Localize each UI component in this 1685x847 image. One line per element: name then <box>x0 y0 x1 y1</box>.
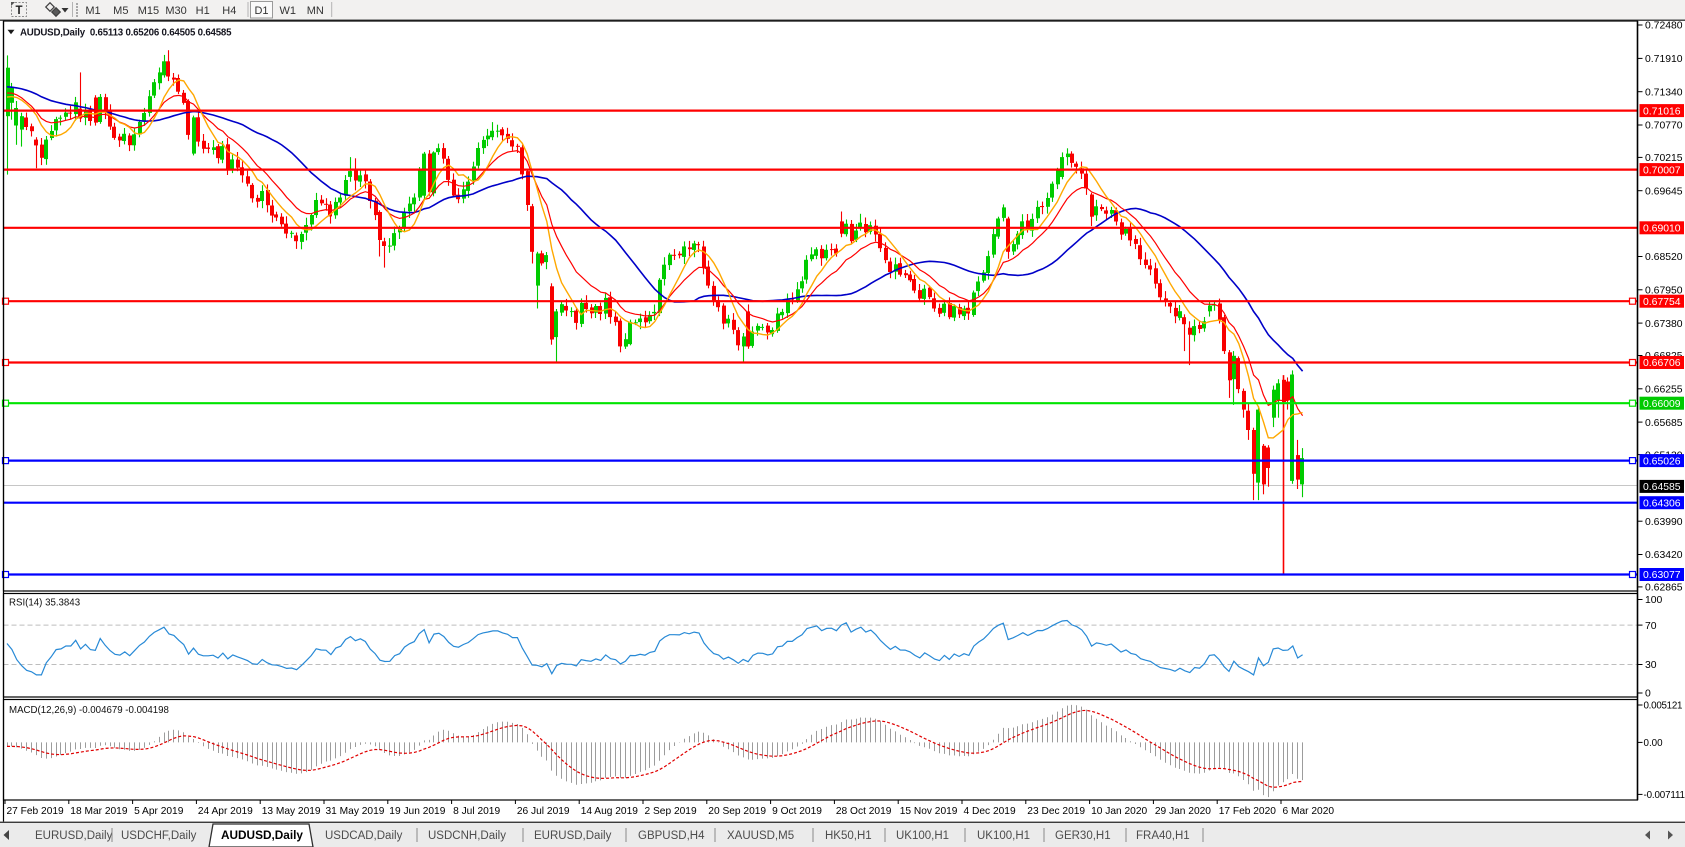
svg-text:5 Apr 2019: 5 Apr 2019 <box>134 806 184 817</box>
svg-text:EURUSD,Daily: EURUSD,Daily <box>534 830 612 842</box>
svg-text:0.65685: 0.65685 <box>1645 418 1683 429</box>
svg-text:0.66255: 0.66255 <box>1645 385 1683 396</box>
svg-text:9 Oct 2019: 9 Oct 2019 <box>772 806 822 817</box>
svg-text:26 Jul 2019: 26 Jul 2019 <box>517 806 570 817</box>
svg-text:0.63990: 0.63990 <box>1645 517 1683 528</box>
svg-text:0.70215: 0.70215 <box>1645 153 1683 164</box>
svg-text:FRA40,H1: FRA40,H1 <box>1136 830 1190 842</box>
svg-text:24 Apr 2019: 24 Apr 2019 <box>198 806 253 817</box>
svg-text:23 Dec 2019: 23 Dec 2019 <box>1027 806 1085 817</box>
svg-text:0.64585: 0.64585 <box>1643 482 1681 493</box>
svg-text:AUDUSD,Daily 0.65113 0.65206: AUDUSD,Daily 0.65113 0.65206 0.64505 0.6… <box>20 28 232 39</box>
svg-text:M15: M15 <box>138 5 159 17</box>
svg-text:MACD(12,26,9) -0.004679 -0.004: MACD(12,26,9) -0.004679 -0.004198 <box>9 705 169 716</box>
svg-text:27 Feb 2019: 27 Feb 2019 <box>7 806 65 817</box>
svg-text:XAUUSD,M5: XAUUSD,M5 <box>727 830 794 842</box>
svg-text:20 Sep 2019: 20 Sep 2019 <box>708 806 766 817</box>
svg-text:13 May 2019: 13 May 2019 <box>262 806 321 817</box>
svg-text:14 Aug 2019: 14 Aug 2019 <box>581 806 639 817</box>
svg-text:UK100,H1: UK100,H1 <box>896 830 949 842</box>
svg-text:0.70007: 0.70007 <box>1643 165 1681 176</box>
svg-text:28 Oct 2019: 28 Oct 2019 <box>836 806 892 817</box>
svg-text:10 Jan 2020: 10 Jan 2020 <box>1091 806 1147 817</box>
svg-text:-0.007111: -0.007111 <box>1644 790 1685 801</box>
svg-text:0.72480: 0.72480 <box>1645 21 1683 32</box>
svg-text:30: 30 <box>1645 660 1657 671</box>
svg-text:18 Mar 2019: 18 Mar 2019 <box>70 806 128 817</box>
svg-text:0.71910: 0.71910 <box>1645 54 1683 65</box>
svg-text:8 Jul 2019: 8 Jul 2019 <box>453 806 500 817</box>
svg-text:GER30,H1: GER30,H1 <box>1055 830 1111 842</box>
svg-text:0.67380: 0.67380 <box>1645 319 1683 330</box>
svg-text:USDCAD,Daily: USDCAD,Daily <box>325 830 403 842</box>
svg-text:0.71016: 0.71016 <box>1643 106 1681 117</box>
svg-text:0.67950: 0.67950 <box>1645 286 1683 297</box>
svg-text:0.005121: 0.005121 <box>1644 701 1683 712</box>
svg-text:HK50,H1: HK50,H1 <box>825 830 872 842</box>
svg-text:USDCNH,Daily: USDCNH,Daily <box>428 830 506 842</box>
svg-text:0.00: 0.00 <box>1644 738 1664 749</box>
svg-text:RSI(14) 35.3843: RSI(14) 35.3843 <box>9 598 80 609</box>
svg-text:UK100,H1: UK100,H1 <box>977 830 1030 842</box>
svg-text:0.65026: 0.65026 <box>1643 456 1681 467</box>
svg-text:0.68520: 0.68520 <box>1645 252 1683 263</box>
svg-text:2 Sep 2019: 2 Sep 2019 <box>645 806 697 817</box>
svg-text:W1: W1 <box>279 5 296 17</box>
svg-text:0.63420: 0.63420 <box>1645 550 1683 561</box>
svg-text:0.69010: 0.69010 <box>1643 224 1681 235</box>
svg-text:6 Mar 2020: 6 Mar 2020 <box>1283 806 1335 817</box>
svg-text:29 Jan 2020: 29 Jan 2020 <box>1155 806 1211 817</box>
svg-text:M1: M1 <box>85 5 100 17</box>
svg-text:70: 70 <box>1645 621 1657 632</box>
svg-text:M30: M30 <box>165 5 186 17</box>
svg-text:T: T <box>15 5 22 17</box>
svg-text:0.66706: 0.66706 <box>1643 358 1681 369</box>
svg-text:D1: D1 <box>254 5 268 17</box>
svg-text:15 Nov 2019: 15 Nov 2019 <box>900 806 958 817</box>
svg-text:0.70770: 0.70770 <box>1645 121 1683 132</box>
svg-text:0.64306: 0.64306 <box>1643 498 1681 509</box>
svg-text:M5: M5 <box>113 5 128 17</box>
svg-text:19 Jun 2019: 19 Jun 2019 <box>389 806 445 817</box>
svg-text:H4: H4 <box>222 5 236 17</box>
svg-text:MN: MN <box>307 5 324 17</box>
svg-text:0.67754: 0.67754 <box>1643 297 1681 308</box>
svg-text:0: 0 <box>1645 689 1651 700</box>
svg-text:0.63077: 0.63077 <box>1643 570 1681 581</box>
svg-text:0.71340: 0.71340 <box>1645 87 1683 98</box>
svg-text:100: 100 <box>1645 595 1663 606</box>
svg-text:H1: H1 <box>196 5 210 17</box>
svg-text:0.62865: 0.62865 <box>1645 583 1683 594</box>
svg-text:4 Dec 2019: 4 Dec 2019 <box>964 806 1016 817</box>
svg-text:GBPUSD,H4: GBPUSD,H4 <box>638 830 705 842</box>
svg-text:0.69645: 0.69645 <box>1645 186 1683 197</box>
svg-text:AUDUSD,Daily: AUDUSD,Daily <box>221 828 303 842</box>
svg-text:USDCHF,Daily: USDCHF,Daily <box>121 830 197 842</box>
svg-text:0.66009: 0.66009 <box>1643 399 1681 410</box>
svg-text:EURUSD,Daily: EURUSD,Daily <box>35 830 113 842</box>
svg-text:31 May 2019: 31 May 2019 <box>326 806 385 817</box>
svg-text:17 Feb 2020: 17 Feb 2020 <box>1219 806 1277 817</box>
